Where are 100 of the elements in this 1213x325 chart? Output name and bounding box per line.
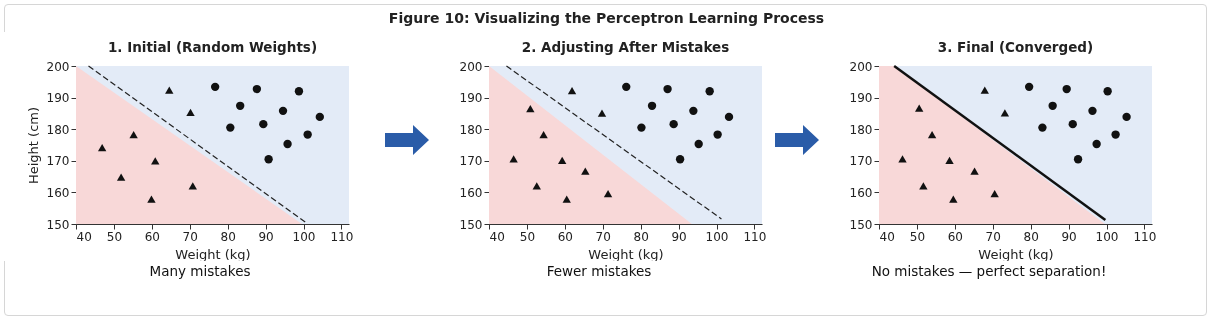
point <box>669 119 678 129</box>
point <box>990 190 999 198</box>
x-tick-label: 50 <box>909 229 926 244</box>
point <box>945 156 954 165</box>
x-axis-title: Weight (kg) <box>175 246 251 262</box>
y-tick-label: 150 <box>459 217 483 232</box>
text: Many mistakes <box>148 263 252 279</box>
x-tick-label: 100 <box>1095 229 1119 244</box>
point <box>303 130 312 139</box>
point <box>210 82 220 92</box>
point <box>1068 119 1077 129</box>
y-tick-label: 160 <box>46 185 70 200</box>
point <box>663 84 672 94</box>
point <box>147 195 156 203</box>
chart-title: 3. Final (Converged) <box>937 38 1094 55</box>
point <box>188 182 197 190</box>
x-tick-label: 90 <box>258 229 274 244</box>
point <box>252 84 262 94</box>
point <box>898 155 907 163</box>
y-tick-label: 200 <box>459 59 483 74</box>
y-tick-label: 190 <box>849 91 873 106</box>
point <box>694 139 703 149</box>
point <box>724 112 734 122</box>
y-tick-label: 150 <box>849 217 873 232</box>
point <box>927 130 937 139</box>
point <box>509 155 518 163</box>
y-tick-label: 200 <box>46 59 70 74</box>
point <box>1111 130 1120 139</box>
x-axis-title: Weight (kg) <box>978 246 1054 262</box>
x-tick-label: 60 <box>947 229 963 244</box>
y-tick-label: 170 <box>46 154 70 169</box>
chart-title: 1. Initial (Random Weights) <box>107 38 318 55</box>
point <box>713 130 722 139</box>
y-tick-label: 160 <box>459 185 483 200</box>
x-tick-label: 100 <box>292 229 316 244</box>
y-tick-label: 180 <box>46 122 70 137</box>
point <box>539 130 548 139</box>
y-tick-label: 190 <box>46 91 70 106</box>
y-tick-label: 170 <box>849 154 873 169</box>
point <box>259 119 268 129</box>
point <box>689 106 698 116</box>
point <box>1122 112 1131 122</box>
x-tick-label: 60 <box>144 229 160 244</box>
y-tick-label: 160 <box>849 185 873 200</box>
y-tick-label: 180 <box>849 122 873 137</box>
x-tick-label: 110 <box>743 229 767 244</box>
point <box>647 101 657 110</box>
x-axis-title: Weight (kg) <box>588 246 664 262</box>
x-tick-label: 40 <box>879 229 895 244</box>
x-tick-label: 70 <box>595 229 611 244</box>
point <box>97 143 107 152</box>
x-tick-label: 80 <box>1023 229 1039 244</box>
x-tick-label: 50 <box>106 229 123 244</box>
point <box>1048 101 1057 110</box>
point <box>1073 155 1083 164</box>
point <box>970 167 979 175</box>
y-tick-label: 190 <box>459 91 483 106</box>
point <box>1000 109 1010 117</box>
point <box>1092 139 1101 149</box>
point <box>1062 84 1071 94</box>
point <box>915 104 924 112</box>
y-tick-label: 180 <box>459 122 483 137</box>
point <box>562 195 571 203</box>
point <box>1088 106 1097 116</box>
point <box>264 155 273 164</box>
point <box>567 87 577 95</box>
x-tick-label: 90 <box>671 229 687 244</box>
point <box>1024 82 1034 92</box>
text: No mistakes — perfect separation! <box>870 263 1108 279</box>
x-tick-label: 70 <box>182 229 198 244</box>
x-tick-label: 90 <box>1061 229 1077 244</box>
point <box>980 86 989 94</box>
x-tick-label: 70 <box>985 229 1001 244</box>
point <box>236 101 245 110</box>
text: Fewer mistakes <box>545 263 653 279</box>
point <box>315 112 324 122</box>
x-tick-label: 60 <box>557 229 573 244</box>
point <box>283 139 292 149</box>
x-tick-label: 80 <box>220 229 236 244</box>
x-tick-label: 110 <box>1133 229 1157 244</box>
point <box>622 82 631 92</box>
point <box>581 167 590 175</box>
point <box>675 155 685 164</box>
point <box>165 86 174 94</box>
point <box>949 195 958 203</box>
x-tick-label: 80 <box>633 229 649 244</box>
point <box>532 182 541 190</box>
chart-title: 2. Adjusting After Mistakes <box>521 38 730 55</box>
point <box>226 123 235 132</box>
point <box>1103 87 1112 96</box>
y-tick-label: 200 <box>849 59 873 74</box>
y-axis-title: Height (cm) <box>25 106 41 185</box>
x-tick-label: 40 <box>489 229 505 244</box>
text: Figure 10: Visualizing the Perceptron Learning Process <box>387 10 826 26</box>
point <box>526 105 535 113</box>
x-tick-label: 40 <box>76 229 92 244</box>
y-tick-label: 170 <box>459 154 483 169</box>
point <box>1038 123 1047 132</box>
point <box>705 87 714 96</box>
point <box>129 130 138 139</box>
